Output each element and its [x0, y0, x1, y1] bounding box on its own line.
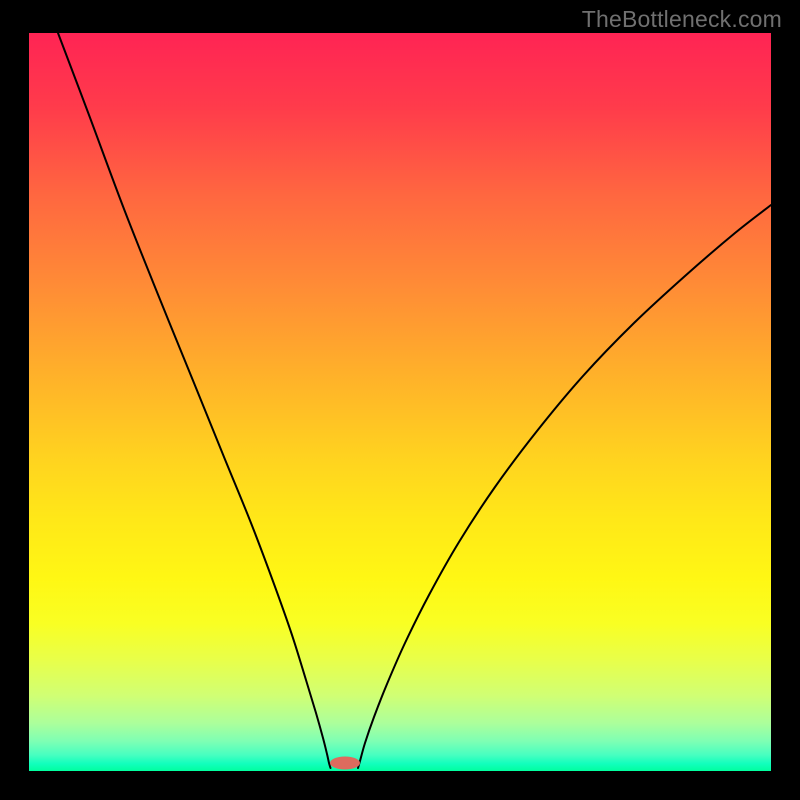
plot-area	[29, 33, 771, 771]
bottleneck-marker	[330, 757, 360, 770]
gradient-background	[29, 33, 771, 771]
chart-container: TheBottleneck.com	[0, 0, 800, 800]
chart-svg	[29, 33, 771, 771]
watermark-text: TheBottleneck.com	[582, 6, 782, 33]
